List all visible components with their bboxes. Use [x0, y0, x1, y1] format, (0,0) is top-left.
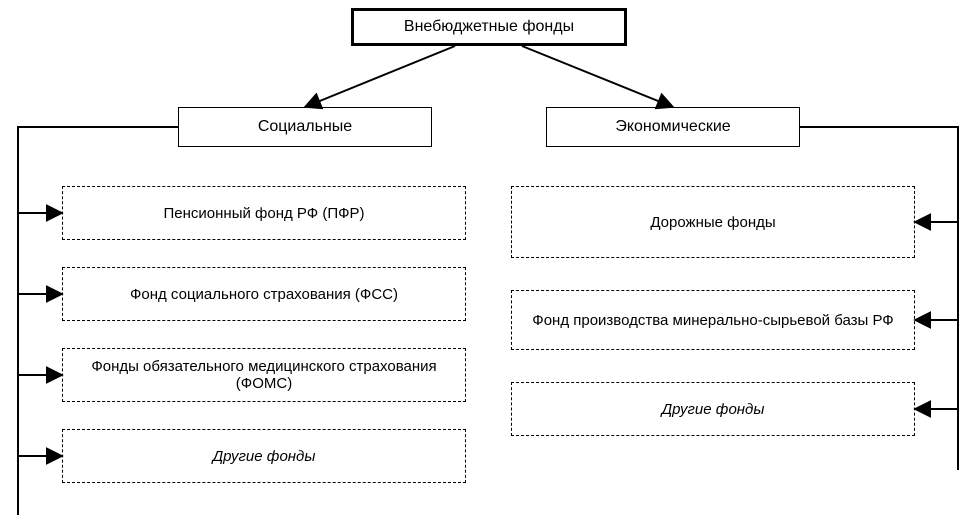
- node-root-label: Внебюджетные фонды: [404, 18, 574, 36]
- node-e2-label: Фонд производства минерально-сырьевой ба…: [532, 312, 893, 329]
- node-e1: Дорожные фонды: [511, 186, 915, 258]
- node-s2: Фонд социального страхования (ФСС): [62, 267, 466, 321]
- node-e3-label: Другие фонды: [662, 401, 765, 418]
- node-s3-label: Фонды обязательного медицинского страхов…: [71, 358, 457, 392]
- node-social-label: Социальные: [258, 118, 352, 136]
- node-s4-label: Другие фонды: [213, 448, 316, 465]
- node-s2-label: Фонд социального страхования (ФСС): [130, 286, 398, 303]
- node-e2: Фонд производства минерально-сырьевой ба…: [511, 290, 915, 350]
- node-s4: Другие фонды: [62, 429, 466, 483]
- node-s3: Фонды обязательного медицинского страхов…: [62, 348, 466, 402]
- node-economic: Экономические: [546, 107, 800, 147]
- node-s1-label: Пенсионный фонд РФ (ПФР): [164, 205, 365, 222]
- node-social: Социальные: [178, 107, 432, 147]
- node-s1: Пенсионный фонд РФ (ПФР): [62, 186, 466, 240]
- node-e3: Другие фонды: [511, 382, 915, 436]
- node-root: Внебюджетные фонды: [351, 8, 627, 46]
- node-economic-label: Экономические: [615, 118, 730, 136]
- node-e1-label: Дорожные фонды: [650, 214, 775, 231]
- diagram-canvas: Внебюджетные фонды Социальные Экономически…: [0, 0, 979, 524]
